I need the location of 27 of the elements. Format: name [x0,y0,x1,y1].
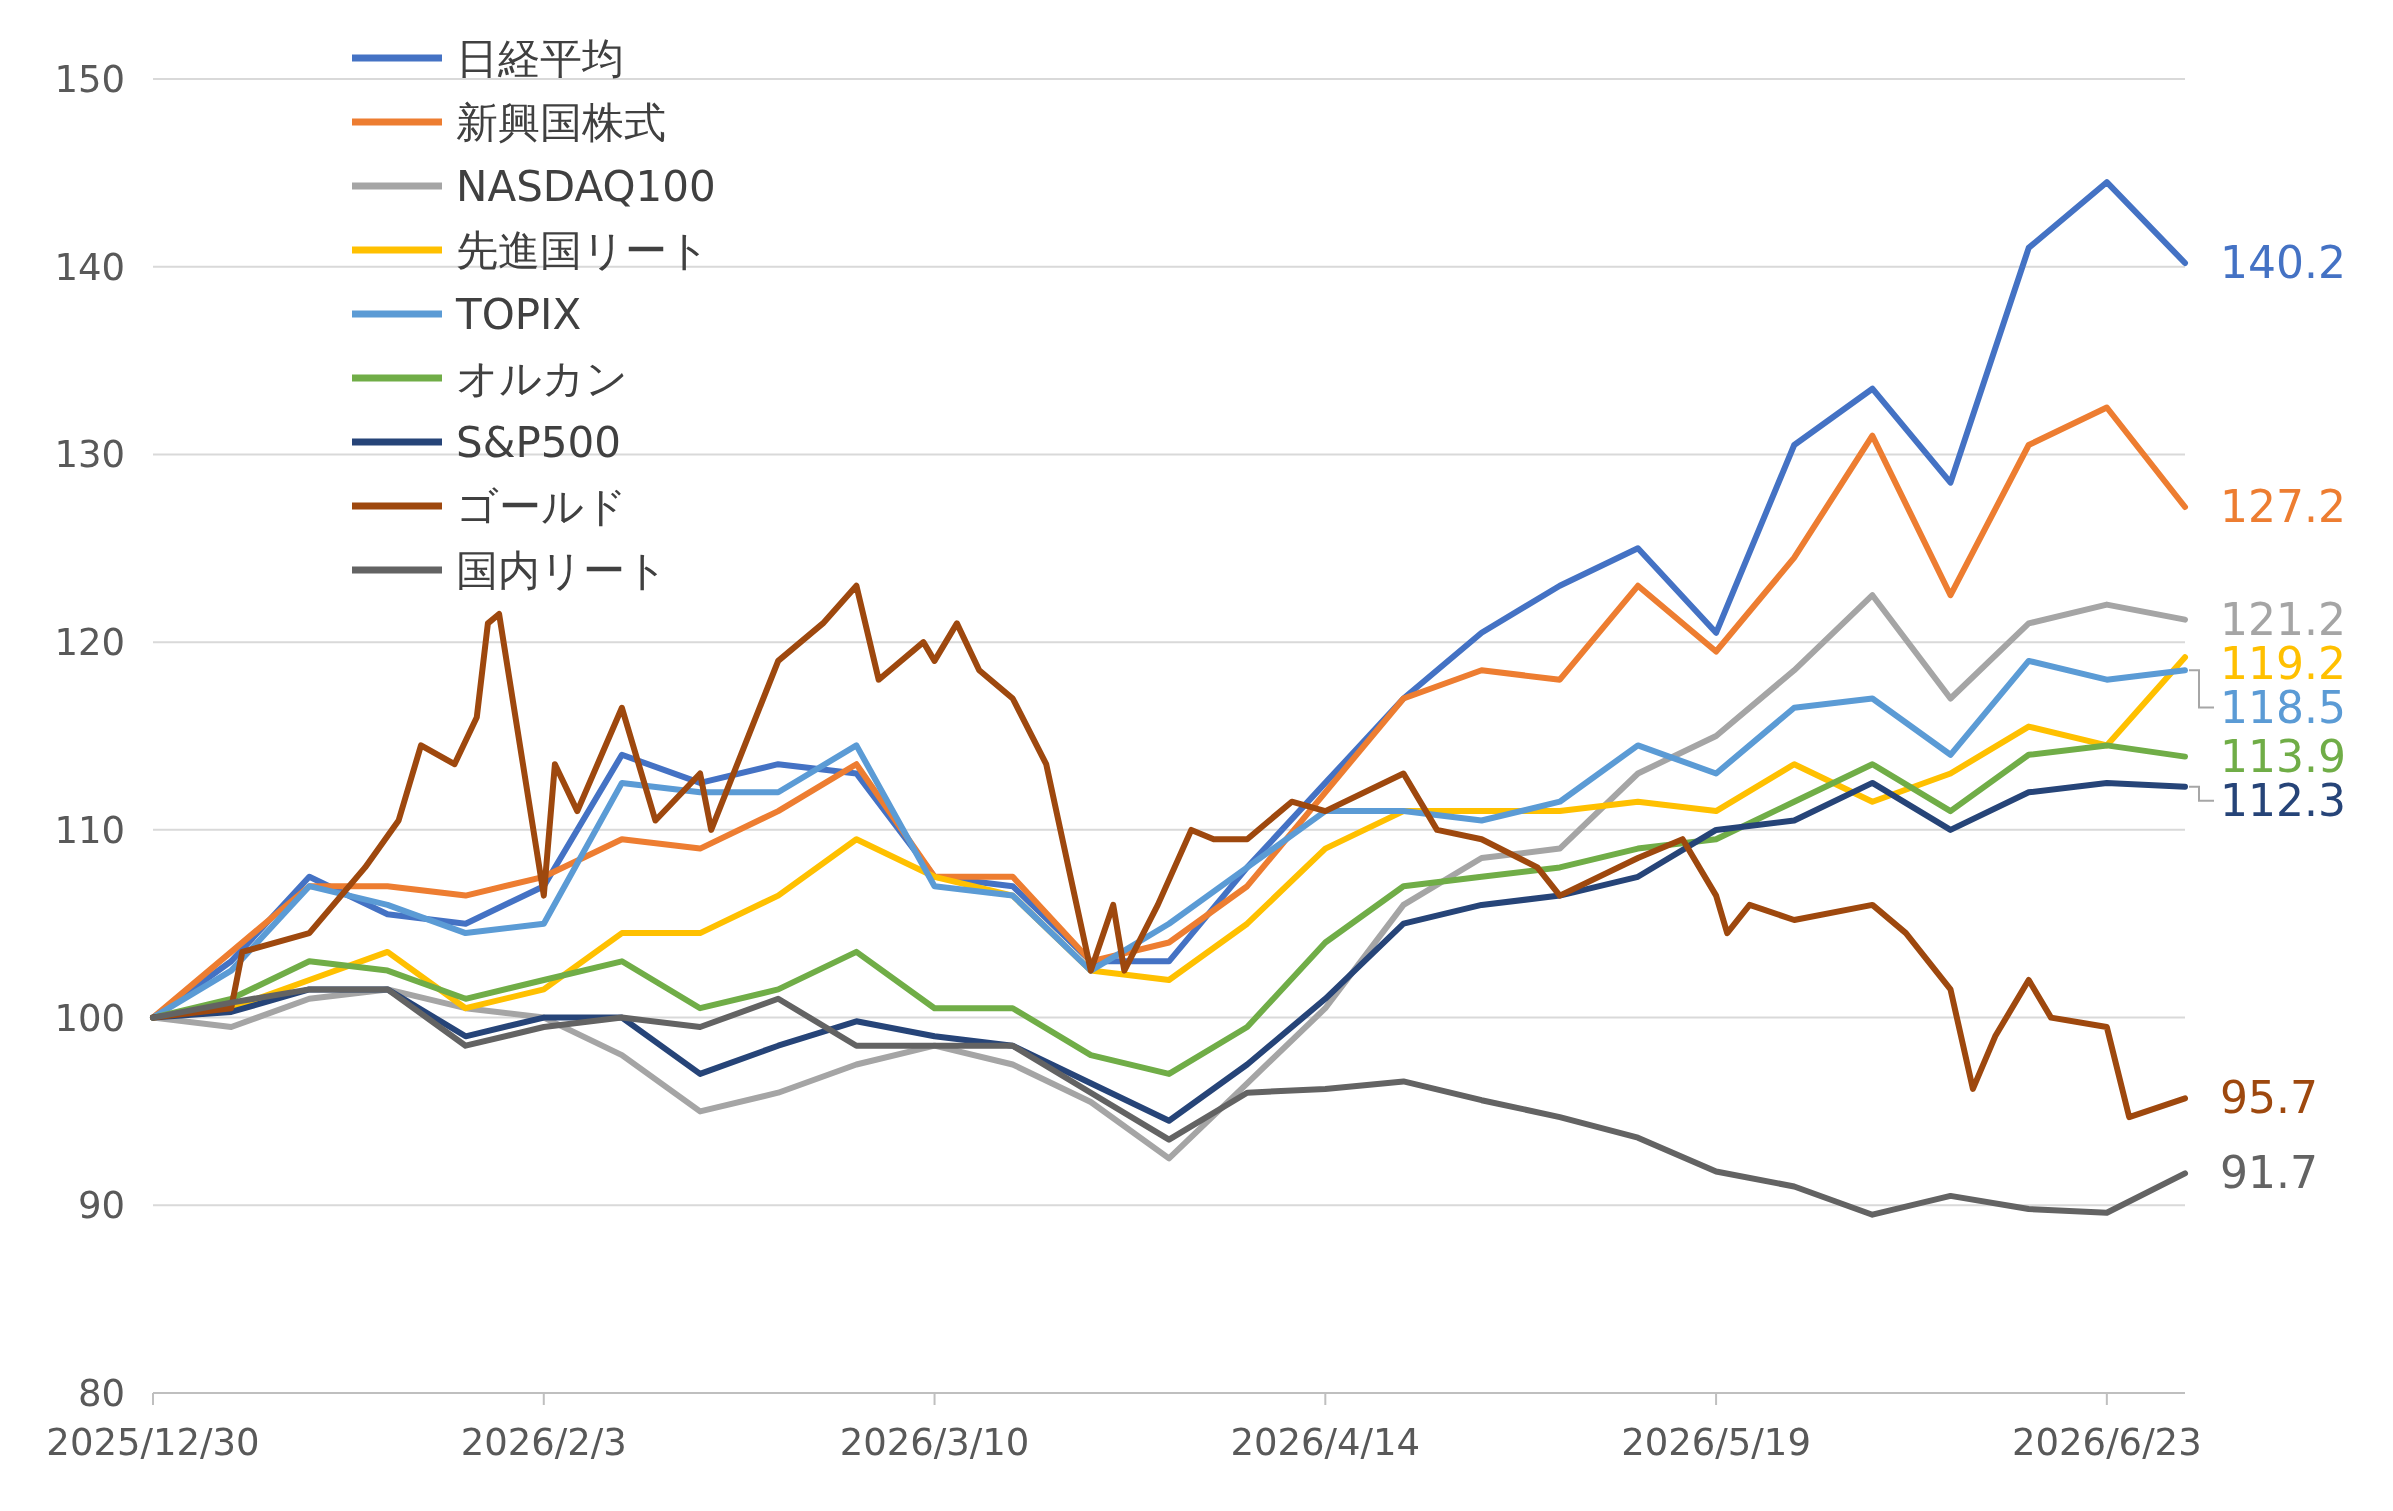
legend-label: ゴールド [456,482,627,531]
x-tick-label: 2026/6/23 [2011,1421,2202,1464]
x-tick-label: 2026/4/14 [1230,1421,1421,1464]
data-label: 91.7 [2220,1147,2318,1199]
x-tick-label: 2026/5/19 [1621,1421,1811,1464]
legend-label: 先進国リート [456,226,710,275]
y-tick-label: 80 [77,1372,125,1415]
legend-label: 新興国株式 [456,98,666,147]
y-tick-label: 150 [54,58,125,101]
legend-label: オルカン [456,354,628,403]
legend-label: TOPIX [455,290,582,339]
x-tick-label: 2026/3/10 [839,1421,1030,1464]
legend-label: 日経平均 [456,34,624,83]
y-tick-label: 120 [54,621,125,665]
legend-label: NASDAQ100 [456,162,716,211]
y-tick-label: 110 [54,808,125,852]
y-tick-label: 130 [54,433,125,477]
y-tick-label: 100 [54,996,125,1040]
x-tick-label: 2026/2/3 [460,1421,627,1464]
y-tick-label: 140 [54,245,125,289]
x-tick-label: 2025/12/30 [46,1421,260,1464]
data-label: 95.7 [2220,1072,2318,1124]
data-label: 127.2 [2220,480,2346,532]
y-tick-label: 90 [77,1184,125,1228]
legend-label: S&P500 [456,418,621,467]
data-label: 140.2 [2220,236,2346,288]
legend-label: 国内リート [456,546,668,595]
